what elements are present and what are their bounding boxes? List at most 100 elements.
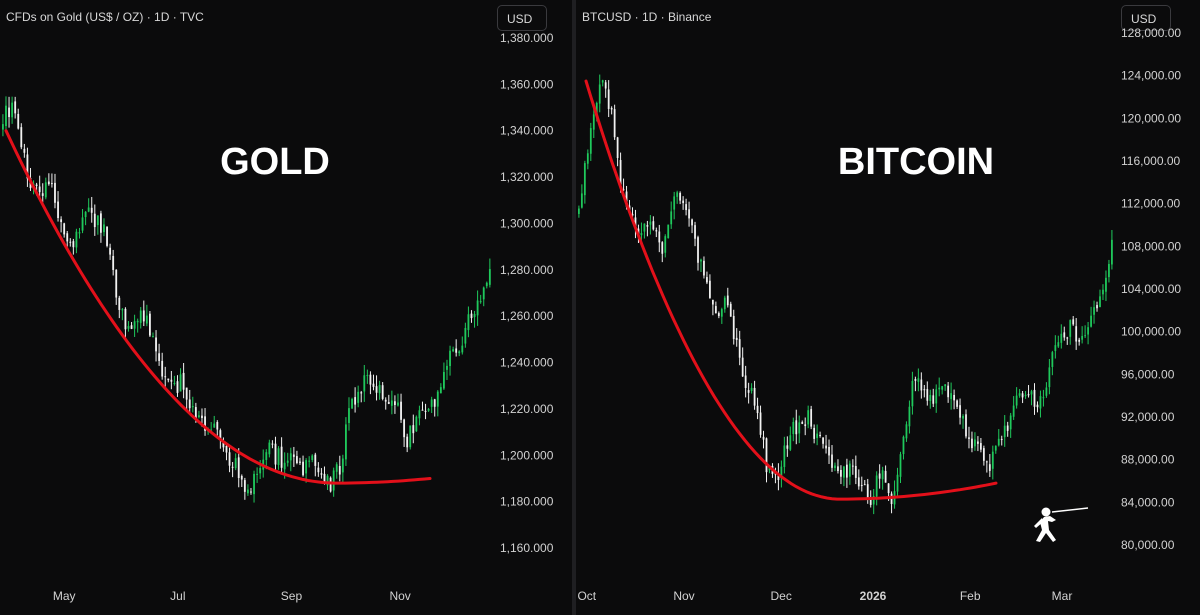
gold-candle-body bbox=[332, 470, 335, 491]
bitcoin-candle-body bbox=[810, 409, 813, 427]
bitcoin-candle-body bbox=[1069, 320, 1072, 337]
gold-candle-body bbox=[109, 247, 112, 255]
bitcoin-candle-body bbox=[828, 446, 830, 456]
bitcoin-candle-body bbox=[625, 191, 628, 207]
gold-candle-body bbox=[121, 309, 124, 311]
bitcoin-candle-body bbox=[982, 448, 985, 461]
gold-candle-body bbox=[106, 226, 108, 246]
gold-candle-body bbox=[182, 372, 185, 390]
bitcoin-chart-canvas[interactable]: 128,000.00 124,000.00 120,000.00 116,000.00… bbox=[576, 0, 1200, 615]
gold-candle-body bbox=[115, 269, 118, 298]
gold-y-tick-label: 1,280.000 bbox=[500, 263, 554, 277]
gold-candle-body bbox=[280, 446, 283, 468]
bitcoin-candle-body bbox=[717, 313, 720, 316]
bitcoin-candle-body bbox=[664, 236, 667, 253]
bitcoin-y-tick-label: 104,000.00 bbox=[1121, 282, 1181, 296]
gold-candle-body bbox=[412, 425, 415, 434]
gold-candle-body bbox=[485, 282, 488, 287]
bitcoin-candle-body bbox=[679, 192, 682, 201]
bitcoin-candle-body bbox=[935, 389, 938, 404]
gold-candle-body bbox=[366, 375, 369, 377]
bitcoin-candle-body bbox=[1084, 335, 1087, 337]
gold-candle-body bbox=[243, 480, 246, 492]
panel-divider[interactable] bbox=[572, 0, 576, 615]
bitcoin-candle-body bbox=[843, 466, 845, 478]
gold-candle-body bbox=[93, 213, 96, 228]
bitcoin-candle-body bbox=[589, 128, 592, 154]
bitcoin-candle-body bbox=[780, 466, 783, 479]
bitcoin-candle-body bbox=[592, 114, 595, 130]
gold-candle-body bbox=[443, 372, 445, 389]
bitcoin-candle-body bbox=[825, 445, 827, 449]
bitcoin-candle-body bbox=[726, 295, 729, 306]
bitcoin-y-tick-label: 96,000.00 bbox=[1121, 367, 1175, 381]
gold-candle-body bbox=[118, 297, 121, 310]
bitcoin-candle-body bbox=[851, 465, 854, 467]
gold-candle-body bbox=[482, 287, 485, 300]
bitcoin-candle-body bbox=[866, 484, 869, 500]
bitcoin-candle-body bbox=[1063, 332, 1066, 338]
gold-candle-body bbox=[338, 466, 341, 475]
bitcoin-candle-body bbox=[1030, 391, 1033, 395]
bitcoin-candle-body bbox=[950, 393, 953, 400]
bitcoin-candle-body bbox=[795, 420, 798, 435]
gold-candle-body bbox=[360, 392, 363, 394]
bitcoin-candle-body bbox=[854, 465, 857, 478]
bitcoin-candle-body bbox=[837, 466, 839, 472]
gold-candle-body bbox=[69, 241, 72, 243]
bitcoin-candle-body bbox=[926, 389, 929, 401]
bitcoin-candle-body bbox=[697, 237, 699, 263]
bitcoin-candle-body bbox=[1027, 394, 1030, 396]
gold-candle-body bbox=[415, 416, 418, 432]
bitcoin-candle-body bbox=[887, 483, 890, 494]
bitcoin-currency-button[interactable]: USD bbox=[1121, 5, 1171, 31]
gold-candle-body bbox=[394, 401, 396, 405]
bitcoin-candle-body bbox=[756, 405, 759, 414]
bitcoin-candle-body bbox=[905, 424, 908, 439]
gold-candle-body bbox=[470, 313, 473, 319]
bitcoin-candle-body bbox=[1075, 326, 1078, 342]
bitcoin-candle-body bbox=[807, 410, 810, 425]
gold-candle-body bbox=[289, 453, 292, 461]
gold-currency-button[interactable]: USD bbox=[497, 5, 547, 31]
gold-candle-body bbox=[323, 473, 326, 484]
gold-candle-body bbox=[60, 219, 63, 223]
gold-candle-body bbox=[142, 310, 145, 322]
gold-candle-body bbox=[253, 473, 255, 495]
gold-candle-body bbox=[176, 381, 179, 393]
bitcoin-candle-body bbox=[738, 339, 741, 358]
gold-candle-body bbox=[311, 455, 314, 461]
bitcoin-y-tick-label: 92,000.00 bbox=[1121, 410, 1175, 424]
bitcoin-candle-body bbox=[610, 107, 613, 110]
fencer-logo-icon bbox=[1034, 507, 1089, 542]
gold-candle-body bbox=[219, 430, 222, 440]
gold-y-tick-label: 1,220.000 bbox=[500, 402, 554, 416]
gold-candle-body bbox=[155, 337, 157, 352]
bitcoin-candle-body bbox=[956, 400, 958, 407]
gold-candle-body bbox=[8, 107, 10, 118]
gold-candle-body bbox=[164, 376, 167, 378]
bitcoin-candle-body bbox=[813, 427, 816, 439]
gold-candle-body bbox=[204, 416, 206, 431]
gold-candle-body bbox=[403, 419, 406, 438]
bitcoin-candle-body bbox=[723, 297, 726, 310]
bitcoin-candle-body bbox=[1081, 335, 1084, 340]
bitcoin-candle-body bbox=[759, 412, 762, 435]
gold-candle-body bbox=[81, 217, 84, 231]
bitcoin-candle-body bbox=[601, 80, 604, 83]
bitcoin-candle-body bbox=[860, 485, 863, 487]
bitcoin-candle-body bbox=[578, 208, 580, 214]
gold-candle-body bbox=[455, 348, 458, 353]
gold-chart-canvas[interactable]: 1,380.000 1,360.000 1,340.000 1,320.000 1,30… bbox=[0, 0, 572, 615]
bitcoin-annotation-label: BITCOIN bbox=[838, 141, 994, 183]
bitcoin-candle-body bbox=[747, 390, 750, 393]
bitcoin-candle-body bbox=[947, 385, 950, 398]
bitcoin-candle-body bbox=[1045, 387, 1048, 396]
gold-candle-body bbox=[26, 154, 29, 179]
bitcoin-candle-body bbox=[881, 470, 884, 480]
bitcoin-candle-body bbox=[658, 231, 661, 243]
gold-candle-body bbox=[247, 489, 249, 494]
bitcoin-candle-body bbox=[786, 445, 789, 449]
gold-x-tick-label: Sep bbox=[281, 589, 303, 603]
gold-candle-body bbox=[348, 408, 350, 423]
